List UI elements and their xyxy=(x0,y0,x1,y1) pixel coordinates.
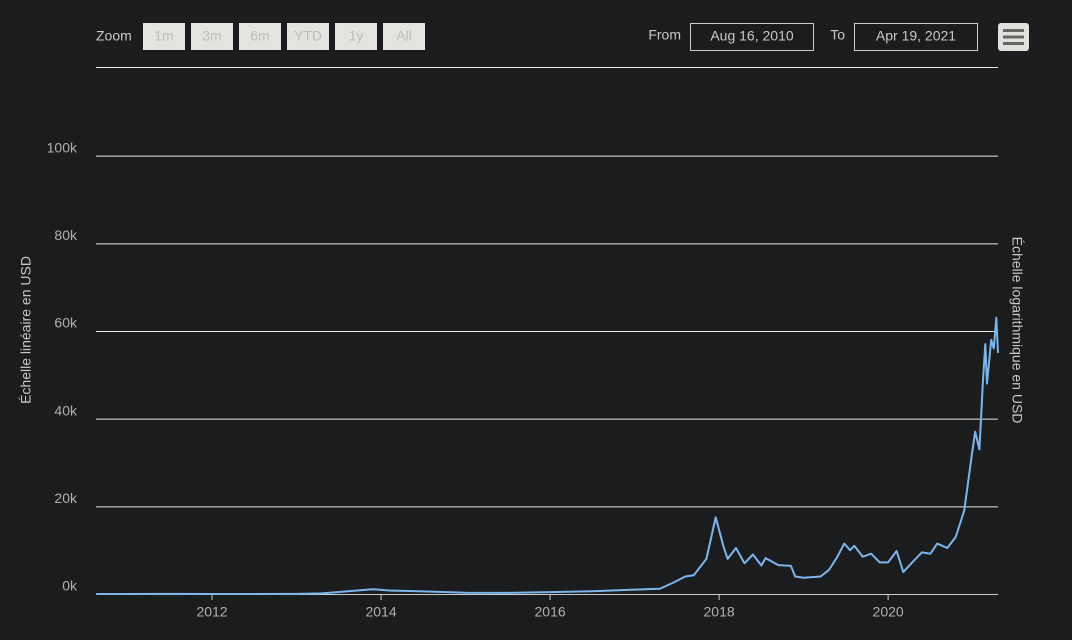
y2-axis-title: Échelle logarithmique en USD xyxy=(1009,237,1025,424)
x-tick-label: 2012 xyxy=(196,604,227,620)
range-button[interactable]: All xyxy=(383,23,425,50)
x-tick-label: 2018 xyxy=(704,604,735,620)
button-bg[interactable] xyxy=(239,23,281,50)
y-axis-title: Échelle linéaire en USD xyxy=(18,256,34,404)
range-button[interactable]: 1m xyxy=(143,23,185,50)
button-bg[interactable] xyxy=(143,23,185,50)
button-label[interactable]: 1y xyxy=(349,28,364,44)
y-tick-label: 20k xyxy=(54,490,78,506)
x-tick-label: 2014 xyxy=(365,604,396,620)
menu-bar xyxy=(1003,29,1024,32)
button-bg[interactable] xyxy=(383,23,425,50)
from-value[interactable]: Aug 16, 2010 xyxy=(710,28,794,44)
y-tick-label: 0k xyxy=(62,578,78,594)
range-button[interactable]: 3m xyxy=(191,23,233,50)
range-button[interactable]: 1y xyxy=(335,23,377,50)
button-bg[interactable] xyxy=(287,23,329,50)
y-tick-label: 40k xyxy=(54,402,78,418)
button-label[interactable]: 1m xyxy=(154,28,173,44)
y-tick-label: 80k xyxy=(54,227,78,243)
button-bg[interactable] xyxy=(191,23,233,50)
range-button[interactable]: YTD xyxy=(287,23,329,50)
button-label[interactable]: All xyxy=(396,28,412,44)
button-label[interactable]: 3m xyxy=(202,28,221,44)
button-label[interactable]: YTD xyxy=(294,28,322,44)
y-tick-label: 60k xyxy=(54,315,78,331)
to-input[interactable] xyxy=(854,23,978,51)
button-label[interactable]: 6m xyxy=(250,28,269,44)
x-tick-label: 2016 xyxy=(535,604,566,620)
y-tick-label: 100k xyxy=(47,139,78,155)
to-value[interactable]: Apr 19, 2021 xyxy=(876,28,956,44)
from-input[interactable] xyxy=(690,23,814,51)
price-line xyxy=(96,316,999,595)
button-bg[interactable] xyxy=(335,23,377,50)
range-button[interactable]: 6m xyxy=(239,23,281,50)
zoom-label: Zoom xyxy=(96,28,132,44)
menu-button[interactable] xyxy=(998,23,1029,51)
menu-bar xyxy=(1003,35,1024,39)
x-tick-label: 2020 xyxy=(873,604,904,620)
menu-bar xyxy=(1003,42,1024,45)
from-label: From xyxy=(648,27,681,43)
to-label: To xyxy=(830,27,845,43)
